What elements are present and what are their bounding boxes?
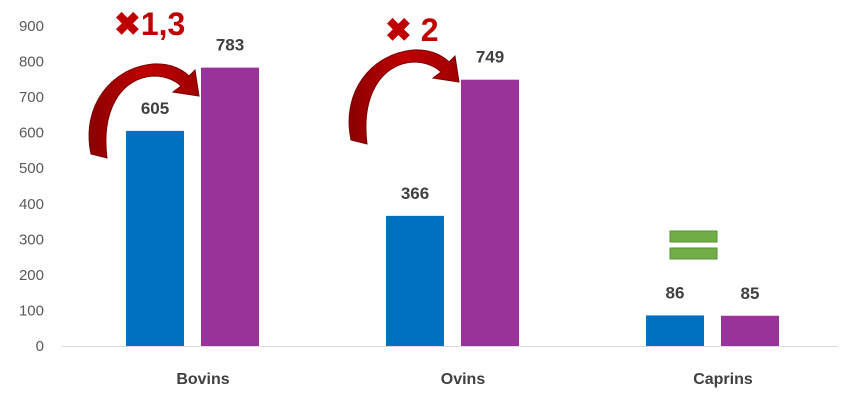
grid-layer: 0 100 200 300 400 500 600 700 800 900 bbox=[19, 18, 838, 355]
y-tick-label: 700 bbox=[19, 89, 44, 106]
bar bbox=[721, 315, 779, 346]
data-label: 783 bbox=[216, 36, 244, 55]
data-label: 605 bbox=[141, 99, 169, 118]
y-tick-label: 500 bbox=[19, 160, 44, 177]
bar bbox=[126, 130, 184, 346]
equals-bar bbox=[669, 247, 718, 260]
y-tick-label: 400 bbox=[19, 196, 44, 213]
bars-layer bbox=[126, 67, 779, 346]
equals-icon bbox=[669, 230, 718, 260]
y-tick-label: 600 bbox=[19, 125, 44, 142]
multiplier-annotation: ✖ 2 bbox=[385, 12, 439, 48]
bar bbox=[201, 67, 259, 346]
y-tick-label: 200 bbox=[19, 267, 44, 284]
category-label: Ovins bbox=[441, 371, 486, 388]
curved-arrow-icon bbox=[348, 49, 460, 145]
data-label: 86 bbox=[666, 283, 685, 302]
y-tick-label: 300 bbox=[19, 231, 44, 248]
y-tick-label: 0 bbox=[36, 338, 44, 355]
labels-layer: 605 783 Bovins 366 749 Ovins 86 85 Caprins bbox=[141, 36, 760, 388]
bar bbox=[461, 79, 519, 346]
data-label: 749 bbox=[476, 48, 504, 67]
y-tick-label: 800 bbox=[19, 54, 44, 71]
category-label: Caprins bbox=[693, 371, 753, 388]
data-label: 85 bbox=[741, 284, 760, 303]
bar bbox=[386, 215, 444, 346]
y-tick-label: 900 bbox=[19, 18, 44, 35]
y-tick-label: 100 bbox=[19, 302, 44, 319]
bar bbox=[646, 315, 704, 346]
curved-arrow-icon-group bbox=[88, 63, 200, 159]
curved-arrow-icon bbox=[88, 63, 200, 159]
curved-arrow-icon-group bbox=[348, 49, 460, 145]
equals-bar bbox=[669, 230, 718, 243]
data-label: 366 bbox=[401, 184, 429, 203]
category-label: Bovins bbox=[176, 371, 229, 388]
multiplier-annotation: ✖1,3 bbox=[114, 6, 185, 42]
annotations-layer: ✖1,3 ✖ 2 bbox=[88, 6, 718, 260]
